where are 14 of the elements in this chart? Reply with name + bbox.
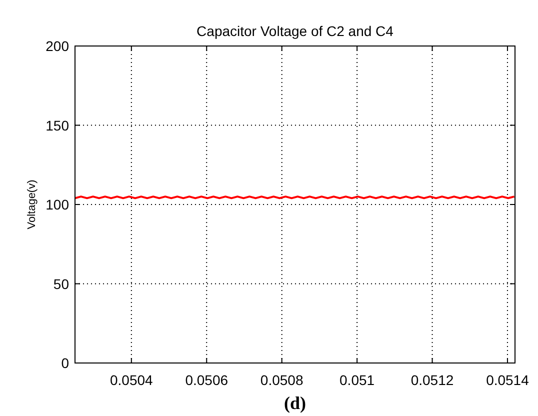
x-tick-label: 0.0506	[185, 372, 228, 388]
y-tick-label: 200	[46, 38, 70, 54]
x-tick-label: 0.0514	[486, 372, 530, 388]
y-tick-label: 100	[46, 196, 70, 212]
text: (d)	[284, 393, 306, 413]
chart-title: Capacitor Voltage of C2 and C4	[196, 23, 394, 39]
x-tick-label: 0.051	[340, 372, 375, 388]
y-axis-title: Voltage(v)	[26, 180, 38, 230]
y-tick-label: 0	[61, 355, 70, 371]
x-tick-label: 0.0512	[410, 372, 454, 388]
x-tick-label: 0.0504	[110, 372, 154, 388]
y-tick-label: 50	[53, 276, 70, 292]
x-tick-label: 0.0508	[260, 372, 304, 388]
y-tick-label: 150	[46, 117, 70, 134]
